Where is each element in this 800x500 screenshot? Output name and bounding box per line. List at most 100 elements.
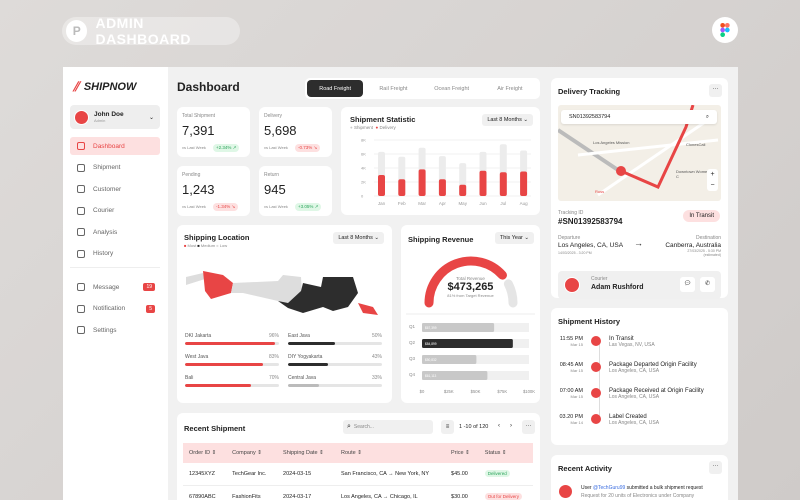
revenue-gauge: [424, 256, 518, 308]
history-location: Los Angeles, CA, USA: [609, 368, 660, 374]
destination: Destination Canberra, Australia 27/03/2025…: [665, 235, 721, 257]
more-button[interactable]: ···: [522, 420, 535, 434]
tab-road-freight[interactable]: Road Freight: [307, 80, 364, 97]
map-label: Russ: [595, 189, 605, 194]
location-pct: 96%: [268, 333, 279, 339]
history-title: Package Departed Origin Facility: [609, 362, 697, 368]
y-tick: Q2: [409, 340, 416, 345]
bar-delivery: [499, 172, 507, 196]
y-tick: Q3: [409, 356, 416, 361]
pagination: 1 -10 of 120: [459, 424, 489, 430]
table-cell: 2024-03-15: [277, 463, 335, 486]
tracking-map[interactable]: Los Angeles Mission ClonesCali Downtown …: [558, 105, 721, 201]
bar-label: $67,399: [425, 326, 437, 330]
zoom-controls[interactable]: + −: [707, 169, 718, 191]
location-progress: [185, 384, 279, 387]
chat-icon[interactable]: 💬︎: [680, 277, 695, 292]
phone-icon[interactable]: ✆: [700, 277, 715, 292]
legend-medium: Medium: [200, 243, 216, 248]
sidebar-item-courier[interactable]: Courier: [70, 202, 160, 220]
revenue-sub: 81% from Target Revenue: [447, 293, 494, 298]
revenue-period-select[interactable]: This Year ⌄: [494, 232, 534, 244]
location-pct: 33%: [371, 375, 382, 381]
period-select[interactable]: Last 8 Months ⌄: [482, 114, 533, 126]
arrow-right-icon: →: [634, 238, 643, 248]
location-progress: [288, 342, 382, 345]
sidebar-item-analysis[interactable]: Analysis: [70, 223, 160, 241]
tab-ocean-freight[interactable]: Ocean Freight: [434, 85, 470, 92]
column-header[interactable]: Price ⇕: [445, 443, 479, 463]
history-item: 08:45 AM Mar 15 Package Departed Origin Fa…: [558, 362, 718, 374]
search-input[interactable]: ⌕ Search...: [343, 420, 433, 434]
location-row: Bali 70%: [185, 375, 279, 387]
users-icon: [77, 185, 85, 193]
zoom-out-icon[interactable]: −: [710, 182, 715, 189]
activity-pre: User: [581, 485, 593, 491]
history-title: Label Created: [609, 414, 647, 420]
recent-shipment-card: Recent Shipment ⌕ Search... ≡ 1 -10 of 12…: [177, 413, 540, 500]
bar-label: $61,113: [425, 374, 437, 378]
location-pct: 83%: [268, 354, 279, 360]
history-time: 11:55 PM: [559, 336, 583, 342]
tracking-more-button[interactable]: ···: [709, 84, 722, 97]
courier-avatar: [564, 277, 580, 293]
history-item: 11:55 PM Mar 15 In Transit Las Vegas, NV, U…: [558, 336, 718, 348]
period-select-value: Last 8 Months: [487, 117, 522, 123]
column-label: Route: [341, 450, 356, 456]
x-tick: Feb: [398, 201, 406, 206]
tab-air-freight[interactable]: Air Freight: [497, 85, 523, 92]
table-cell: Los Angeles, CA → Chicago, IL: [335, 485, 446, 500]
sidebar-item-customer[interactable]: Customer: [70, 180, 160, 198]
stat-card-pending: Pending 1,243 vs Last Week -1.34% ↘: [177, 166, 250, 216]
sidebar-item-shipment[interactable]: Shipment: [70, 159, 160, 177]
departure-time: 14/03/2025 - 3:20 PM: [558, 251, 592, 255]
history-time: 07:00 AM: [559, 388, 583, 394]
sidebar-item-settings[interactable]: Settings: [70, 321, 160, 339]
table-row[interactable]: 12345XYZ TechGear Inc. 2024-03-15 San Franc…: [183, 463, 533, 486]
sidebar-item-label: Courier: [93, 207, 115, 214]
prev-page-icon[interactable]: ‹: [498, 423, 500, 429]
sidebar-item-message[interactable]: Message 19: [70, 278, 160, 296]
sidebar-item-dashboard[interactable]: Dashboard: [70, 137, 160, 155]
location-legend: ■ Most ■ Medium ■ Low: [184, 243, 228, 248]
tab-rail-freight[interactable]: Rail Freight: [379, 85, 408, 92]
sidebar-item-history[interactable]: History: [70, 245, 160, 263]
x-tick: $100K: [523, 389, 535, 394]
table-row[interactable]: 67890ABC FashionFits 2024-03-17 Los Angeles…: [183, 485, 533, 500]
status-cell: Delivered: [478, 463, 533, 486]
column-header[interactable]: Shipping Date ⇕: [277, 443, 335, 463]
header-title: ADMIN DASHBOARD: [95, 15, 191, 47]
divider: [70, 267, 160, 268]
location-progress: [185, 342, 279, 345]
count-badge: 5: [146, 304, 155, 313]
y-tick: 2K: [361, 180, 366, 185]
activity-more-button[interactable]: ···: [709, 461, 722, 474]
column-header[interactable]: Company ⇕: [226, 443, 278, 463]
activity-user-link[interactable]: @TechGuru99: [592, 485, 626, 491]
x-tick: Apr: [439, 201, 447, 206]
status-badge: Delivered: [484, 470, 510, 477]
column-header[interactable]: Route ⇕: [335, 443, 446, 463]
next-page-icon[interactable]: ›: [510, 423, 512, 429]
location-period-select[interactable]: Last 8 Months ⌄: [333, 232, 384, 244]
sidebar-item-label: Shipment: [93, 164, 121, 171]
tracking-id: #SN01392583794: [558, 217, 623, 226]
revenue-title: Shipping Revenue: [408, 235, 474, 244]
column-header[interactable]: Order ID ⇕: [183, 443, 227, 463]
chevron-down-icon: ⌄: [148, 114, 154, 121]
sidebar-item-notification[interactable]: Notification 5: [70, 300, 160, 318]
zoom-in-icon[interactable]: +: [710, 171, 715, 178]
user-menu[interactable]: John Doe Admin ⌄: [70, 105, 160, 129]
column-header[interactable]: Status ⇕: [478, 443, 533, 463]
status-badge: In Transit: [683, 210, 720, 222]
location-pct: 70%: [268, 375, 279, 381]
location-name: West Java: [185, 354, 209, 360]
revenue-bar: [422, 371, 488, 380]
stat-change-value: +2.34%: [216, 145, 232, 150]
sort-button[interactable]: ≡: [441, 420, 454, 434]
revenue-value: $473,265: [447, 281, 494, 293]
tracking-search-input[interactable]: SN01392583794 ⌕: [561, 110, 717, 124]
y-tick: 0: [361, 194, 364, 199]
history-date: Mar 14: [570, 420, 583, 425]
location-name: East Java: [288, 333, 310, 339]
